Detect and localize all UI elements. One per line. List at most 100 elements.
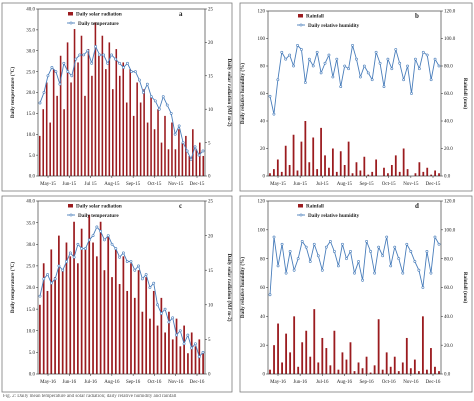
data-point <box>156 303 159 307</box>
bar-rainfall <box>317 362 320 374</box>
x-tick-label: Jul-16 <box>84 380 97 385</box>
bar-daily-solar-radiation <box>103 270 106 374</box>
y-tick-label-left: 30.0 <box>26 49 35 54</box>
data-point <box>178 329 182 333</box>
y-tick-label-right: 0 <box>208 175 211 180</box>
bar-daily-solar-radiation <box>84 95 86 176</box>
panel-letter: c <box>179 202 182 210</box>
x-tick-label: Jun-16 <box>293 380 307 385</box>
y-tick-label-left: 15.0 <box>26 112 35 117</box>
data-point <box>87 238 91 242</box>
bar-rainfall <box>316 169 319 177</box>
data-point <box>377 245 381 249</box>
bar-daily-solar-radiation <box>126 290 129 374</box>
bar-daily-solar-radiation <box>137 270 140 374</box>
data-point <box>272 112 276 116</box>
bar-rainfall <box>277 323 279 374</box>
data-point <box>351 43 354 47</box>
data-point <box>394 48 398 51</box>
data-point <box>425 53 429 57</box>
data-point <box>86 49 90 53</box>
bar-daily-solar-radiation <box>122 62 125 176</box>
data-point <box>433 235 437 239</box>
data-point <box>284 271 288 275</box>
data-point <box>133 268 137 272</box>
data-point <box>323 61 327 65</box>
bar-daily-solar-radiation <box>112 89 114 176</box>
bar-rainfall <box>308 162 311 176</box>
y-tick-label-right: 20.0 <box>444 147 453 152</box>
y-tick-label-left: 80 <box>260 257 266 262</box>
data-point <box>280 50 284 54</box>
y-axis-title-left: Daily relative humidity (%) <box>239 257 246 318</box>
bar-daily-solar-radiation <box>194 346 197 374</box>
data-point <box>61 268 65 272</box>
data-point <box>402 78 406 82</box>
data-point <box>292 268 296 272</box>
legend-bar-swatch <box>298 204 303 208</box>
y-tick-label-left: 100 <box>258 37 266 42</box>
data-point <box>65 260 68 263</box>
data-point <box>315 50 319 54</box>
data-point <box>413 260 417 263</box>
panel-frame <box>239 195 473 393</box>
y-tick-label-left: 20.0 <box>26 91 35 96</box>
legend-bar-swatch <box>68 12 73 16</box>
bar-rainfall <box>300 141 303 177</box>
y-axis-title-right: Rainfall (mm) <box>462 272 469 304</box>
legend-marker <box>299 213 303 217</box>
bar-rainfall <box>276 159 279 176</box>
data-point <box>357 260 360 263</box>
data-point <box>134 70 137 74</box>
data-point <box>304 245 308 249</box>
bar-daily-solar-radiation <box>167 149 170 176</box>
bar-daily-solar-radiation <box>73 29 76 176</box>
y-tick-label-left: 60 <box>260 92 266 97</box>
bar-rainfall <box>397 371 400 374</box>
bar-rainfall <box>402 148 405 176</box>
y-tick-label-left: 0 <box>263 175 266 180</box>
data-point <box>332 250 336 253</box>
data-point <box>284 57 288 61</box>
data-point <box>78 53 82 57</box>
data-point <box>144 273 148 276</box>
y-tick-label-left: 80 <box>260 65 266 70</box>
y-tick-label-right: 20.0 <box>444 344 453 349</box>
y-tick-label-right: 80.0 <box>444 65 453 70</box>
panel-letter: a <box>179 10 183 18</box>
y-tick-label-left: 120 <box>258 200 266 205</box>
y-tick-label-right: 0.0 <box>444 175 451 180</box>
bar-daily-solar-radiation <box>136 82 138 176</box>
data-point <box>296 257 300 261</box>
y-tick-label-left: 20.0 <box>26 286 35 291</box>
y-tick-label-right: 5 <box>208 141 211 146</box>
bar-rainfall <box>387 173 389 176</box>
bar-rainfall <box>325 348 328 374</box>
data-point <box>421 50 425 54</box>
bar-rainfall <box>389 366 392 374</box>
data-point <box>362 64 366 68</box>
data-point <box>42 277 46 281</box>
data-point <box>421 286 425 289</box>
data-point <box>118 255 122 259</box>
bar-rainfall <box>373 365 376 374</box>
data-point <box>38 294 42 298</box>
data-point <box>190 346 194 350</box>
bar-daily-solar-radiation <box>105 69 107 176</box>
x-tick-label: Aug-16 <box>104 380 120 385</box>
data-point <box>386 57 390 61</box>
bar-daily-solar-radiation <box>56 95 58 176</box>
bar-rainfall <box>281 362 283 374</box>
data-point <box>106 234 110 238</box>
data-point <box>437 64 441 68</box>
y-tick-label-right: 60.0 <box>444 286 453 291</box>
data-point <box>167 320 171 324</box>
data-point <box>181 141 185 145</box>
legend-entry: Daily temperature <box>78 21 119 27</box>
data-point <box>355 57 358 61</box>
legend-entry: Daily temperature <box>78 213 119 219</box>
data-point <box>70 74 74 78</box>
data-point <box>417 268 421 272</box>
data-point <box>163 307 167 311</box>
data-point <box>197 355 201 359</box>
